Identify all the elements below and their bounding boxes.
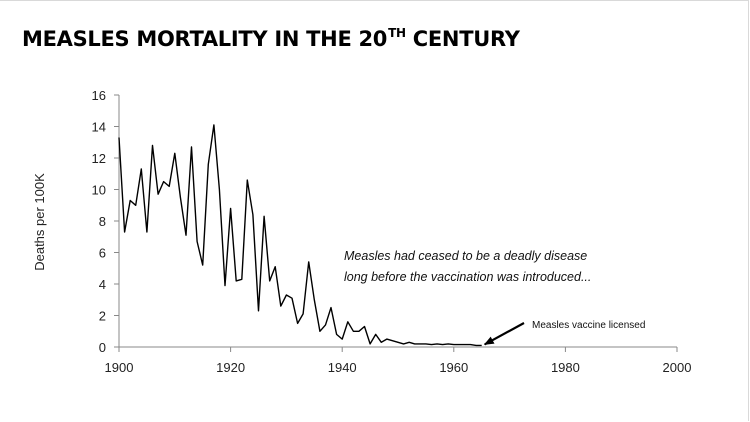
y-tick-label: 16 [92, 88, 106, 103]
x-tick-label: 1940 [328, 360, 357, 375]
y-tick-label: 12 [92, 151, 106, 166]
y-tick-label: 14 [92, 120, 106, 135]
y-axis-label: Deaths per 100K [32, 173, 47, 271]
y-tick-label: 6 [99, 246, 106, 261]
y-tick-label: 8 [99, 214, 106, 229]
annotation-line-1: Measles had ceased to be a deadly diseas… [344, 249, 587, 263]
x-tick-label: 1960 [439, 360, 468, 375]
vaccine-annotation-label: Measles vaccine licensed [532, 320, 645, 331]
y-tick-label: 2 [99, 309, 106, 324]
y-tick-label: 4 [99, 277, 106, 292]
y-tick-label: 0 [99, 340, 106, 355]
vaccine-arrow [483, 322, 525, 346]
x-tick-label: 2000 [663, 360, 692, 375]
x-tick-label: 1900 [105, 360, 134, 375]
x-tick-label: 1920 [216, 360, 245, 375]
annotation-line-2: long before the vaccination was introduc… [344, 270, 591, 284]
y-tick-label: 10 [92, 183, 106, 198]
x-tick-label: 1980 [551, 360, 580, 375]
chart-title: MEASLES MORTALITY IN THE 20TH CENTURY [22, 26, 520, 51]
series-line [118, 124, 482, 347]
